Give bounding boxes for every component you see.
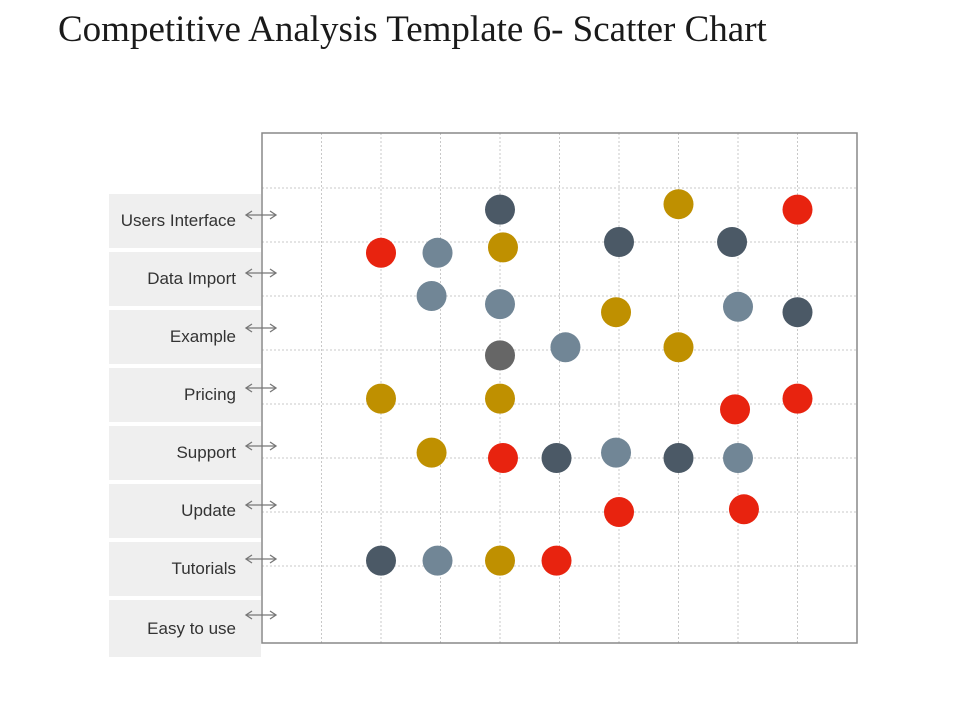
arrow-head-left-icon — [244, 554, 253, 564]
scatter-point — [782, 383, 813, 414]
scatter-point — [782, 297, 813, 328]
arrow-head-left-icon — [244, 610, 253, 620]
scatter-point — [604, 497, 634, 527]
arrow-head-left-icon — [244, 383, 253, 393]
arrow-head-right-icon — [269, 268, 278, 278]
arrow-head-left-icon — [244, 210, 253, 220]
scatter-point — [485, 545, 515, 576]
category-label: Data Import — [109, 252, 261, 306]
arrow-head-left-icon — [244, 441, 253, 451]
scatter-point — [485, 194, 515, 225]
arrow-head-right-icon — [269, 554, 278, 564]
arrow-head-right-icon — [269, 383, 278, 393]
scatter-point — [541, 545, 572, 576]
arrow-head-left-icon — [244, 323, 253, 333]
scatter-point — [422, 237, 453, 268]
scatter-point — [550, 332, 581, 363]
category-labels: Users Interface Data Import Example Pric… — [109, 194, 261, 661]
scatter-point — [485, 383, 515, 414]
scatter-point — [485, 340, 515, 371]
scatter-point — [663, 443, 694, 473]
scatter-point — [604, 227, 634, 257]
category-label: Users Interface — [109, 194, 261, 248]
arrow-head-right-icon — [269, 323, 278, 333]
scatter-point — [728, 494, 759, 525]
scatter-point — [422, 545, 453, 576]
arrow-head-right-icon — [269, 500, 278, 510]
arrow-head-right-icon — [269, 210, 278, 220]
category-label: Update — [109, 484, 261, 538]
scatter-point — [487, 232, 518, 263]
scatter-point — [717, 227, 748, 257]
scatter-point — [416, 281, 447, 311]
scatter-point — [720, 394, 751, 425]
arrow-head-left-icon — [244, 268, 253, 278]
category-label: Pricing — [109, 368, 261, 422]
arrow-head-right-icon — [269, 610, 278, 620]
category-label: Tutorials — [109, 542, 261, 596]
scatter-point — [723, 443, 753, 473]
chart-title: Competitive Analysis Template 6- Scatter… — [58, 9, 767, 50]
category-label: Example — [109, 310, 261, 364]
arrow-head-left-icon — [244, 500, 253, 510]
scatter-point — [416, 437, 447, 468]
scatter-point — [663, 332, 694, 363]
arrow-head-right-icon — [269, 441, 278, 451]
scatter-point — [723, 291, 753, 322]
scatter-point — [541, 443, 572, 473]
scatter-point — [366, 237, 396, 268]
scatter-point — [487, 443, 518, 473]
scatter-point — [366, 545, 396, 576]
scatter-point — [601, 297, 632, 328]
scatter-point — [485, 289, 515, 320]
scatter-point — [601, 437, 632, 468]
scatter-point — [663, 189, 694, 220]
category-label: Easy to use — [109, 600, 261, 657]
scatter-point — [366, 383, 396, 414]
category-label: Support — [109, 426, 261, 480]
scatter-point — [782, 194, 813, 225]
